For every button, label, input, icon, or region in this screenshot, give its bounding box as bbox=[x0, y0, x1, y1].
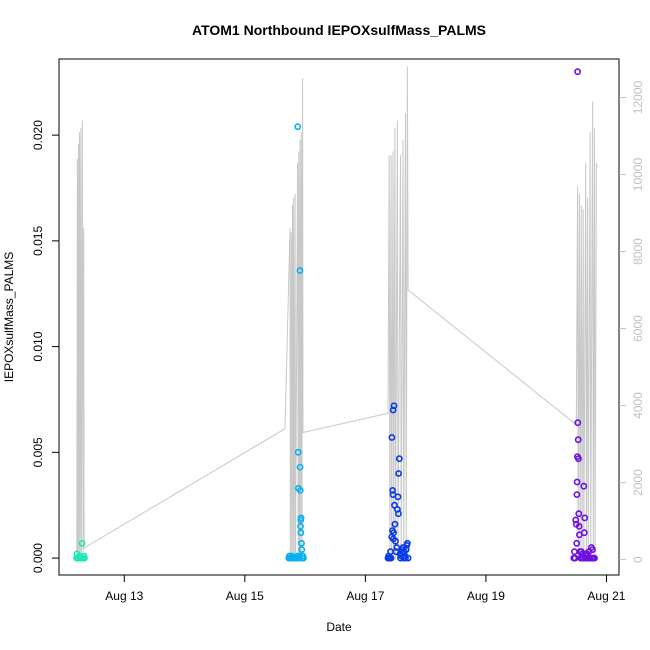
data-point bbox=[580, 482, 588, 490]
data-point bbox=[387, 554, 395, 562]
x-tick-label: Aug 15 bbox=[226, 589, 264, 603]
data-point bbox=[402, 554, 409, 562]
data-point bbox=[404, 554, 412, 562]
x-tick-label: Aug 21 bbox=[587, 589, 625, 603]
y2-tick-label: 2000 bbox=[631, 469, 645, 496]
data-point bbox=[589, 546, 596, 553]
data-point bbox=[296, 463, 304, 471]
x-tick-label: Aug 17 bbox=[346, 589, 384, 603]
data-point bbox=[389, 406, 397, 414]
series-2 bbox=[285, 123, 307, 562]
data-point bbox=[297, 529, 305, 537]
data-point bbox=[572, 516, 580, 524]
data-point bbox=[296, 267, 304, 274]
series-3 bbox=[384, 402, 412, 562]
data-point bbox=[395, 455, 403, 463]
y-axis-label: IEPOXsulfMass_PALMS bbox=[2, 252, 16, 383]
data-point bbox=[574, 419, 582, 427]
data-point bbox=[403, 539, 411, 547]
data-point bbox=[81, 554, 88, 562]
points-layer bbox=[73, 68, 598, 562]
y2-tick-label: 12000 bbox=[631, 80, 645, 114]
data-point bbox=[394, 510, 402, 518]
data-point bbox=[395, 470, 402, 477]
series-4 bbox=[570, 68, 598, 562]
data-point bbox=[299, 554, 307, 562]
y2-tick-label: 6000 bbox=[631, 315, 645, 342]
data-point bbox=[388, 434, 396, 441]
data-point bbox=[591, 554, 598, 562]
y-axis: 0.000 0.005 0.010 0.015 0.020 bbox=[31, 120, 59, 573]
data-point bbox=[294, 123, 302, 131]
y2-tick-label: 4000 bbox=[631, 392, 645, 419]
y-tick-label: 0.005 bbox=[31, 437, 45, 467]
x-tick-label: Aug 19 bbox=[467, 589, 505, 603]
y2-tick-label: 8000 bbox=[631, 238, 645, 265]
data-point bbox=[389, 486, 396, 494]
chart-title: ATOM1 Northbound IEPOXsulfMass_PALMS bbox=[192, 22, 486, 38]
data-point bbox=[581, 514, 589, 522]
data-point bbox=[294, 448, 302, 456]
y2-axis: 0 2000 4000 6000 8000 10000 12000 bbox=[619, 80, 645, 563]
y2-tick-label: 10000 bbox=[631, 158, 645, 192]
data-point bbox=[298, 539, 305, 547]
data-point bbox=[387, 548, 394, 556]
data-point bbox=[78, 539, 86, 547]
y2-tick-label: 0 bbox=[631, 556, 645, 563]
data-point bbox=[390, 402, 398, 410]
data-point bbox=[394, 493, 402, 501]
x-tick-label: Aug 13 bbox=[105, 589, 143, 603]
data-point bbox=[390, 529, 397, 537]
data-point bbox=[391, 520, 399, 528]
data-point bbox=[296, 486, 304, 494]
y-tick-label: 0.010 bbox=[31, 331, 45, 361]
y-tick-label: 0.020 bbox=[31, 120, 45, 150]
data-point bbox=[571, 554, 579, 562]
data-point bbox=[571, 548, 578, 556]
data-point bbox=[574, 436, 582, 444]
data-point bbox=[575, 510, 583, 518]
data-point bbox=[297, 523, 304, 530]
data-point bbox=[297, 514, 305, 522]
data-point bbox=[580, 529, 588, 537]
y-tick-label: 0.000 bbox=[31, 543, 45, 573]
data-point bbox=[573, 539, 581, 547]
data-point bbox=[402, 546, 410, 553]
series-1 bbox=[73, 539, 88, 562]
data-point bbox=[574, 68, 581, 76]
altitude-line bbox=[76, 66, 598, 560]
data-point bbox=[392, 537, 399, 545]
data-point bbox=[298, 546, 306, 553]
x-axis-label: Date bbox=[326, 620, 352, 634]
plot-frame bbox=[58, 58, 620, 576]
x-axis: Aug 13 Aug 15 Aug 17 Aug 19 Aug 21 bbox=[105, 575, 626, 603]
altitude-layer bbox=[76, 66, 598, 560]
data-point bbox=[573, 491, 581, 498]
data-point bbox=[573, 478, 581, 486]
y-tick-label: 0.015 bbox=[31, 226, 45, 256]
data-point bbox=[575, 455, 582, 463]
data-point bbox=[575, 523, 583, 530]
